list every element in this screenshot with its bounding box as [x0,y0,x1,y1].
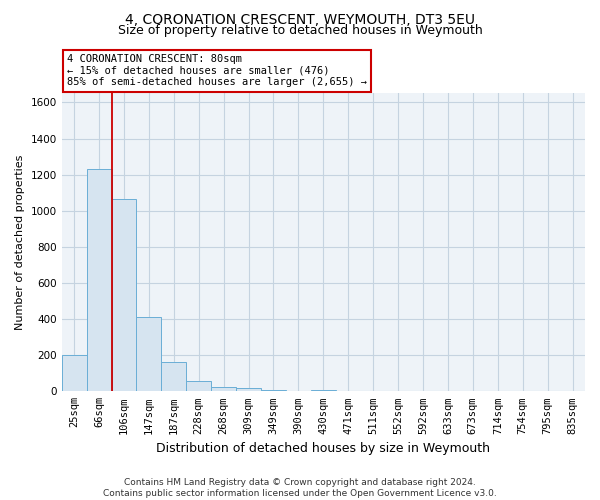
X-axis label: Distribution of detached houses by size in Weymouth: Distribution of detached houses by size … [157,442,490,455]
Bar [261,390,286,392]
Bar [136,318,161,392]
Bar [62,355,86,392]
Bar [211,387,236,392]
Y-axis label: Number of detached properties: Number of detached properties [15,154,25,330]
Text: Size of property relative to detached houses in Weymouth: Size of property relative to detached ho… [118,24,482,37]
Bar [236,388,261,392]
Bar [186,382,211,392]
Bar [311,390,336,392]
Text: 4 CORONATION CRESCENT: 80sqm
← 15% of detached houses are smaller (476)
85% of s: 4 CORONATION CRESCENT: 80sqm ← 15% of de… [67,54,367,88]
Bar [86,169,112,392]
Bar [161,362,186,392]
Text: Contains HM Land Registry data © Crown copyright and database right 2024.
Contai: Contains HM Land Registry data © Crown c… [103,478,497,498]
Bar [112,199,136,392]
Text: 4, CORONATION CRESCENT, WEYMOUTH, DT3 5EU: 4, CORONATION CRESCENT, WEYMOUTH, DT3 5E… [125,12,475,26]
